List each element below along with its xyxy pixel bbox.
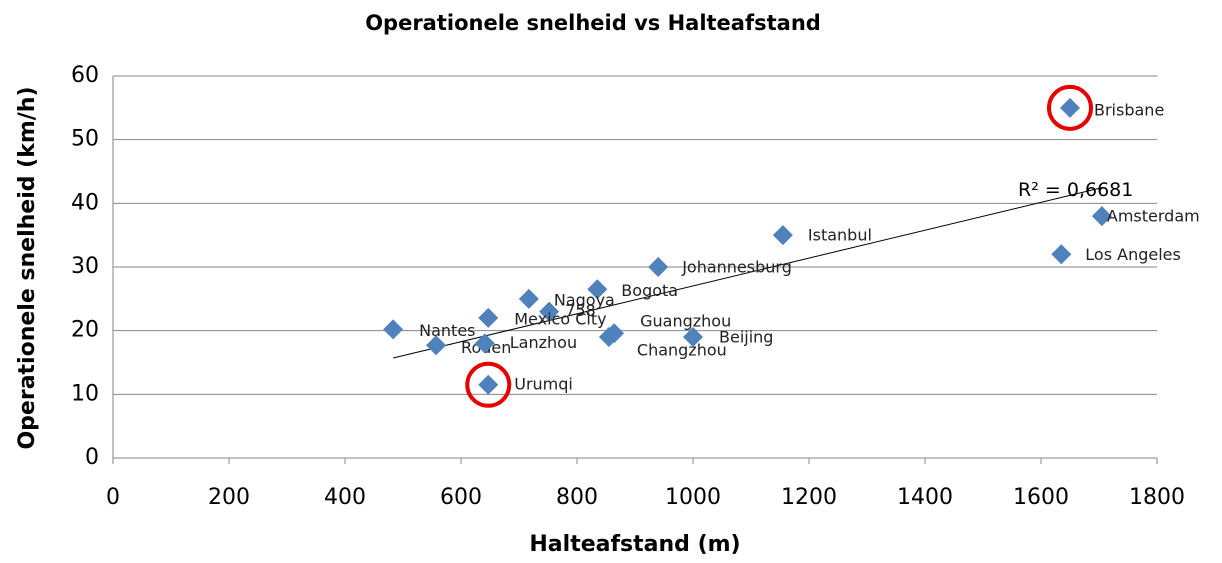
point-label: Los Angeles [1085,245,1181,264]
point [539,301,560,322]
y-tick-label: 0 [85,445,99,470]
point [1060,97,1080,118]
trendline [393,186,1104,359]
x-tick-label: 400 [324,485,366,510]
y-tick-label: 20 [71,318,99,343]
point-label: Mexico City [514,309,606,328]
point-label: Guangzhou [640,312,731,331]
x-axis-title: Halteafstand (m) [529,532,740,557]
x-tick-label: 1600 [1013,485,1069,510]
point-label: 758 [565,301,596,320]
point-label: Istanbul [808,226,872,245]
y-tick-label: 50 [71,127,99,152]
point-label: Brisbane [1094,100,1164,119]
point [518,288,539,309]
point-label: Amsterdam [1107,207,1200,226]
point [772,225,793,246]
point-label: Changzhou [637,341,727,360]
point-label: Nagoya [554,290,615,309]
trendline-label: R² = 0,6681 [1018,179,1133,201]
point [1091,206,1112,227]
x-tick-label: 800 [556,485,598,510]
y-axis-title: Operationele snelheid (km/h) [15,86,40,449]
point [1051,244,1072,265]
x-tick-label: 0 [106,485,120,510]
y-tick-label: 60 [71,63,99,88]
x-tick-label: 1000 [665,485,721,510]
point [383,319,404,340]
point [478,374,499,395]
point-label: Lanzhou [510,333,577,352]
point-label: Bogota [621,281,678,300]
point [598,327,619,348]
y-tick-label: 40 [71,190,99,215]
x-tick-label: 600 [440,485,482,510]
highlight-circle [465,361,512,408]
point [478,307,499,328]
x-tick-label: 1400 [897,485,953,510]
point [648,257,669,277]
x-tick-label: 200 [208,485,250,510]
point-label: Nantes [419,321,475,340]
chart-title: Operationele snelheid vs Halteafstand [365,11,821,35]
point [426,335,447,356]
x-tick-label: 1200 [781,485,837,510]
point-label: Johannesburg [681,258,792,277]
y-tick-label: 30 [71,254,99,279]
point-label: Beijing [719,328,773,347]
x-tick-label: 1800 [1129,485,1185,510]
point [587,279,608,300]
point [474,333,495,354]
point [683,327,703,348]
y-tick-label: 10 [71,381,99,406]
highlight-circle [1047,84,1093,131]
point-label: Urumqi [514,374,573,393]
